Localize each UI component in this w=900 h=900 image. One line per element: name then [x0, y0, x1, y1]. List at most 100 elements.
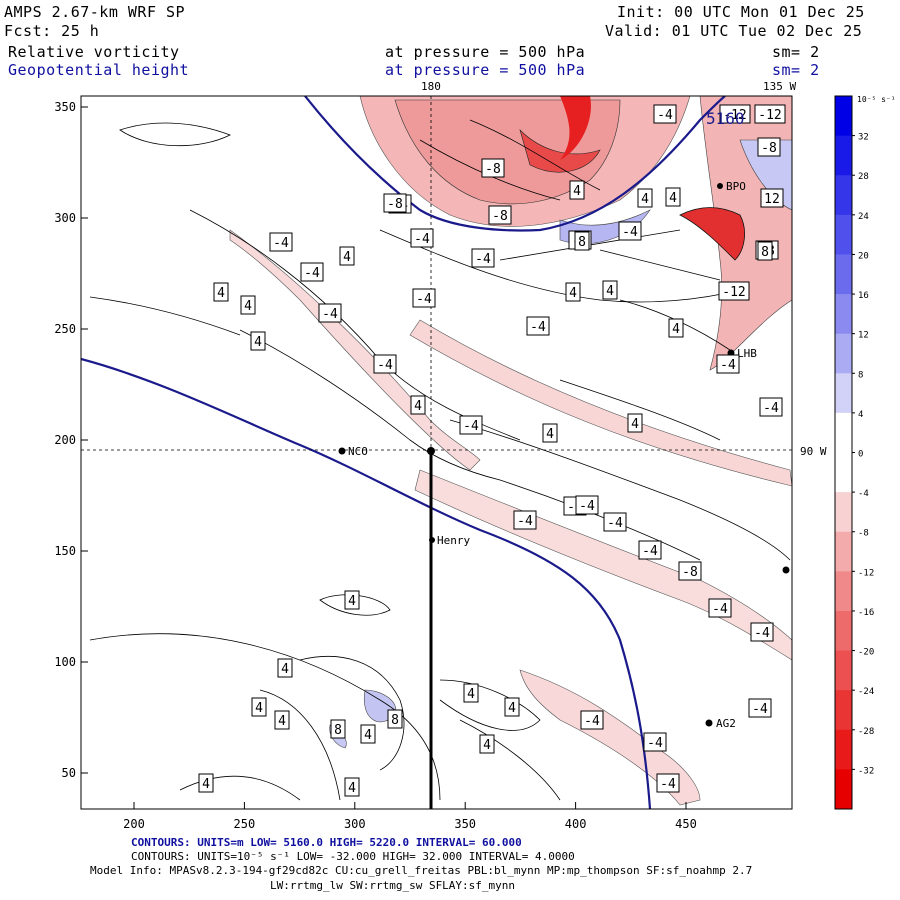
contour-label-text: -4: [322, 307, 338, 322]
contour-label-box: [569, 180, 585, 200]
colorbar-swatch: [835, 254, 852, 295]
colorbar-tick-label: -8: [858, 529, 869, 539]
contour-label-text: 8: [761, 245, 769, 260]
plot-frame: [80, 95, 793, 810]
contour-label-text: 8: [334, 723, 342, 738]
contour-label-box: [668, 318, 684, 338]
contour-label-box: [678, 561, 702, 581]
colorbar-swatch: [835, 531, 852, 572]
contour-label-box: [643, 732, 667, 752]
contour-label-text: 4: [348, 594, 356, 609]
contour-label-text: 4: [631, 417, 639, 432]
contour-label-box: [603, 512, 627, 532]
station-bpo-marker: [717, 183, 723, 189]
contour-label-box: [344, 590, 360, 610]
contour-label-text: -4: [763, 401, 779, 416]
colorbar-tick-label: 8: [858, 370, 863, 380]
vorticity-contours: [89, 119, 791, 801]
contour-label-text: -4: [530, 320, 546, 335]
colorbar-tick-label: -16: [858, 608, 874, 618]
contour-label-box: [410, 395, 426, 415]
colorbar-swatch: [835, 571, 852, 612]
contour-label-box: [760, 188, 784, 208]
station-lhb-label: LHB: [737, 347, 757, 360]
contour-label-box: [580, 710, 604, 730]
contour-label-text: 4: [348, 781, 356, 796]
contour-label-box: [653, 104, 677, 124]
x-tick-label: 350: [454, 817, 476, 831]
station-center-marker: [427, 447, 435, 455]
contour-label-box: [618, 221, 642, 241]
contour-label-text: -4: [579, 499, 595, 514]
contour-label-box: [274, 710, 290, 730]
x-axis: 200 250 300 350 400 450: [123, 802, 697, 831]
colorbar-swatch: [835, 333, 852, 374]
contour-label-text: 8: [578, 235, 586, 250]
station-henry-label: Henry: [437, 534, 470, 547]
contour-label-text: -4: [273, 236, 289, 251]
colorbar-swatch: [835, 294, 852, 335]
field1-smoothing: sm= 2: [772, 43, 820, 61]
colorbar-units: 10⁻⁵ s⁻¹: [857, 95, 896, 104]
contour-label-box: [269, 232, 293, 252]
vorticity-shading: [229, 96, 792, 806]
contour-label-text: -8: [492, 209, 508, 224]
footer-model-info: Model Info: MPASv8.2.3-194-gf29cd82c CU:…: [90, 864, 753, 877]
field2-pressure: at pressure = 500 hPa: [385, 61, 586, 79]
colorbar-tick-label: 12: [858, 331, 869, 341]
contour-label-box: [656, 773, 680, 793]
contour-label-text: 4: [343, 250, 351, 265]
x-tick-label: 450: [675, 817, 697, 831]
contour-label-text: 4: [244, 299, 252, 314]
contour-label-text: 4: [414, 399, 422, 414]
contour-label-box: [504, 697, 520, 717]
contour-label-box: [754, 104, 786, 124]
contour-label-box: [716, 354, 740, 374]
contour-label-box: [373, 354, 397, 374]
contour-label-text: 4: [217, 286, 225, 301]
contour-label-box: [412, 288, 436, 308]
field2-title: Geopotential height: [8, 61, 190, 79]
contour-label-text: -4: [647, 736, 663, 751]
reference-lines: [81, 96, 792, 451]
station-edge-marker: [782, 566, 790, 574]
contour-label-text: 4: [546, 427, 554, 442]
footer-physics-info: LW:rrtmg_lw SW:rrtmg_sw SFLAY:sf_mynn: [270, 879, 516, 892]
x-tick-label: 200: [123, 817, 145, 831]
contour-label-text: 4: [202, 777, 210, 792]
map-plot-area: [81, 96, 792, 809]
contour-label-box: [575, 495, 599, 515]
station-ag2-label: AG2: [716, 717, 736, 730]
footer-height-contours: CONTOURS: UNITS=m LOW= 5160.0 HIGH= 5220…: [131, 836, 522, 849]
contour-label-box: [198, 773, 214, 793]
contour-label-box: [471, 248, 495, 268]
contour-label-box: [240, 295, 256, 315]
contour-label-text: 4: [669, 191, 677, 206]
contour-label-box: [250, 331, 266, 351]
contour-label-box: [300, 262, 324, 282]
contour-label-text: -4: [377, 358, 393, 373]
contour-label-box: [344, 777, 360, 797]
contour-label-text: -4: [754, 626, 770, 641]
contour-label-box: [665, 187, 681, 207]
contour-label-text: -4: [660, 777, 676, 792]
contour-label-box: [602, 280, 618, 300]
contour-label-text: -12: [758, 108, 781, 123]
contour-label-box: [360, 724, 376, 744]
contour-label-box: [387, 709, 403, 729]
contour-label-text: 8: [391, 713, 399, 728]
y-tick-label: 350: [54, 100, 76, 114]
contour-label-text: -4: [622, 225, 638, 240]
contour-label-box: [459, 415, 483, 435]
contour-label-box: [488, 205, 512, 225]
lon-label-180: 180: [421, 80, 441, 93]
contour-label-text: -12: [722, 285, 745, 300]
y-tick-label: 150: [54, 544, 76, 558]
contour-label-text: -8: [761, 141, 777, 156]
y-tick-label: 100: [54, 655, 76, 669]
colorbar-swatch: [835, 412, 852, 453]
y-tick-label: 300: [54, 211, 76, 225]
contour-label-box: [750, 622, 774, 642]
contour-label-text: -4: [657, 108, 673, 123]
contour-label-text: 4: [508, 701, 516, 716]
